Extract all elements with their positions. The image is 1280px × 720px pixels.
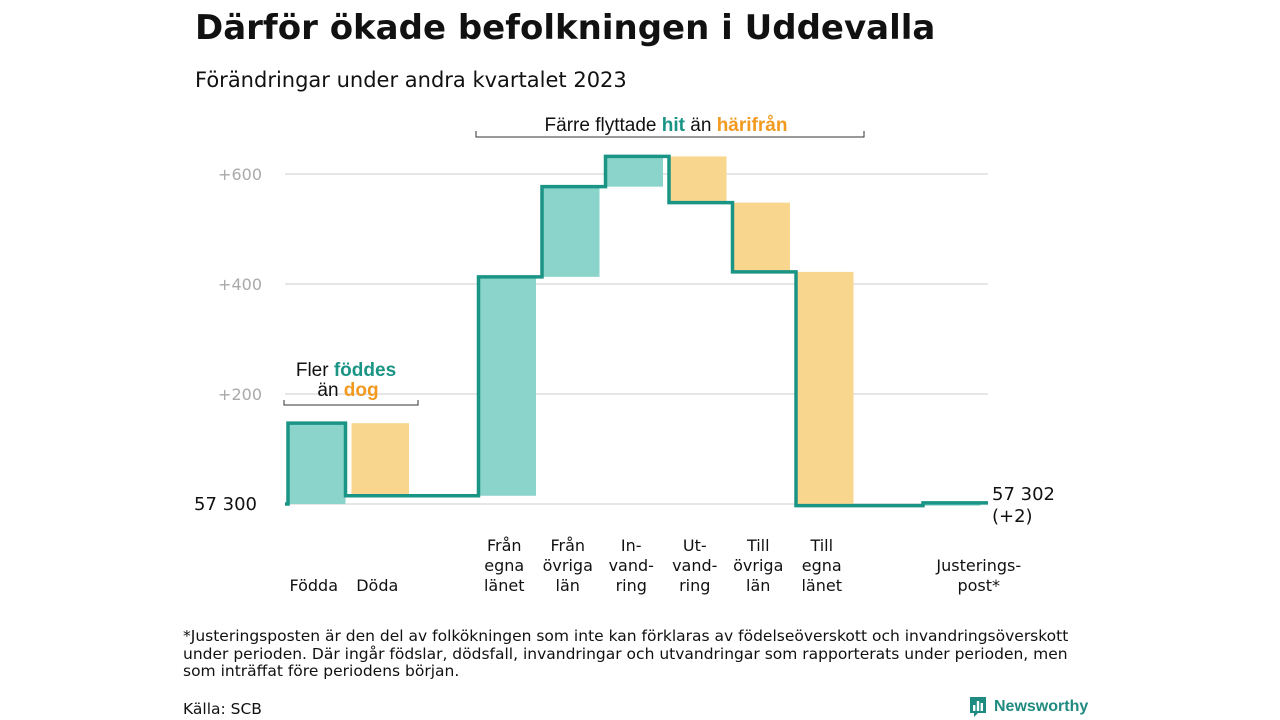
step-lines (285, 154, 988, 508)
category-label: In- (621, 536, 642, 555)
step-bar (669, 156, 727, 203)
end-value-label: 57 302 (992, 484, 1055, 505)
births-annotation-line2: än dog (317, 380, 378, 401)
step-bars (288, 156, 981, 506)
newsworthy-logo: Newsworthy (968, 696, 1088, 718)
category-label: övriga (733, 556, 783, 575)
births-bracket (283, 400, 419, 406)
category-label: Döda (356, 576, 398, 595)
category-label: egna (484, 556, 524, 575)
step-line (285, 154, 988, 508)
y-axis-ticks: +200 +400 +600 (218, 165, 262, 404)
brand-name: Newsworthy (994, 698, 1089, 715)
category-label: län (556, 576, 580, 595)
step-bar (796, 271, 854, 506)
category-label: Till (809, 536, 833, 555)
step-bar (288, 423, 346, 504)
category-label: Från (487, 536, 522, 555)
y-tick-label: +200 (218, 385, 262, 404)
bar-chart-logo-icon (970, 697, 986, 717)
category-label: Till (746, 536, 770, 555)
category-labels: Födda DödaFrånegnalänetFrånövrigalänIn-va… (289, 536, 1021, 595)
category-label: vand- (609, 556, 654, 575)
footnote: *Justeringsposten är den del av folkökni… (183, 627, 1069, 680)
category-label: ring (616, 576, 647, 595)
category-label: egna (802, 556, 842, 575)
chart-title: Därför ökade befolkningen i Uddevalla (195, 8, 936, 48)
end-change-label: (+2) (992, 506, 1033, 527)
step-bar (732, 202, 790, 272)
migration-annotation-text: Färre flyttade hit än härifrån (545, 115, 788, 136)
category-label: ring (679, 576, 710, 595)
category-label: övriga (543, 556, 593, 575)
step-bar (542, 186, 600, 277)
births-annotation-line1: Fler föddes (296, 360, 396, 381)
category-label: Från (550, 536, 585, 555)
chart-subtitle: Förändringar under andra kvartalet 2023 (195, 68, 627, 92)
category-label: vand- (672, 556, 717, 575)
category-label: Ut- (683, 536, 707, 555)
start-value-label: 57 300 (194, 494, 257, 515)
migration-annotation: Färre flyttade hit än härifrån (475, 115, 865, 138)
source-note: Källa: SCB (183, 700, 262, 718)
category-label: länet (484, 576, 525, 595)
step-bar (605, 156, 663, 187)
migration-bracket (475, 131, 865, 138)
y-tick-label: +600 (218, 165, 262, 184)
category-label: post* (957, 576, 1000, 595)
y-tick-label: +400 (218, 275, 262, 294)
births-annotation: Fler föddes än dog (283, 360, 419, 406)
category-label: län (746, 576, 770, 595)
category-label: Justerings- (935, 556, 1021, 575)
category-label: länet (801, 576, 842, 595)
step-bar (351, 423, 409, 496)
step-bar (478, 276, 536, 496)
category-label: Födda (289, 576, 338, 595)
